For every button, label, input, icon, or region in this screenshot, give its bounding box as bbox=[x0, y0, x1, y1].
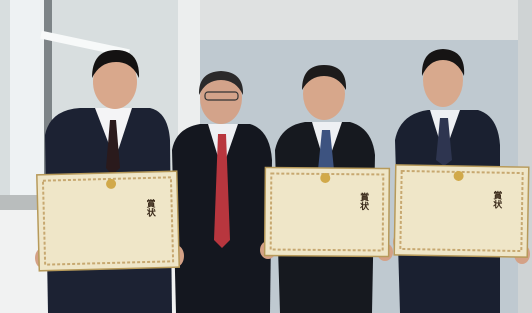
photo: 賞状 賞状 賞状 bbox=[0, 0, 532, 313]
certificate-title: 賞状 bbox=[491, 189, 502, 209]
certificate: 賞状 bbox=[394, 165, 529, 257]
certificate-title: 賞状 bbox=[144, 198, 155, 218]
certificate-title: 賞状 bbox=[358, 191, 369, 211]
upper-wall bbox=[200, 0, 518, 40]
certificate: 賞状 bbox=[37, 171, 179, 271]
certificate: 賞状 bbox=[265, 167, 390, 256]
emblem bbox=[320, 173, 330, 183]
page: 賞状 賞状 賞状 (() => { const data = JSON.pars… bbox=[0, 0, 532, 313]
right-edge bbox=[518, 0, 532, 313]
